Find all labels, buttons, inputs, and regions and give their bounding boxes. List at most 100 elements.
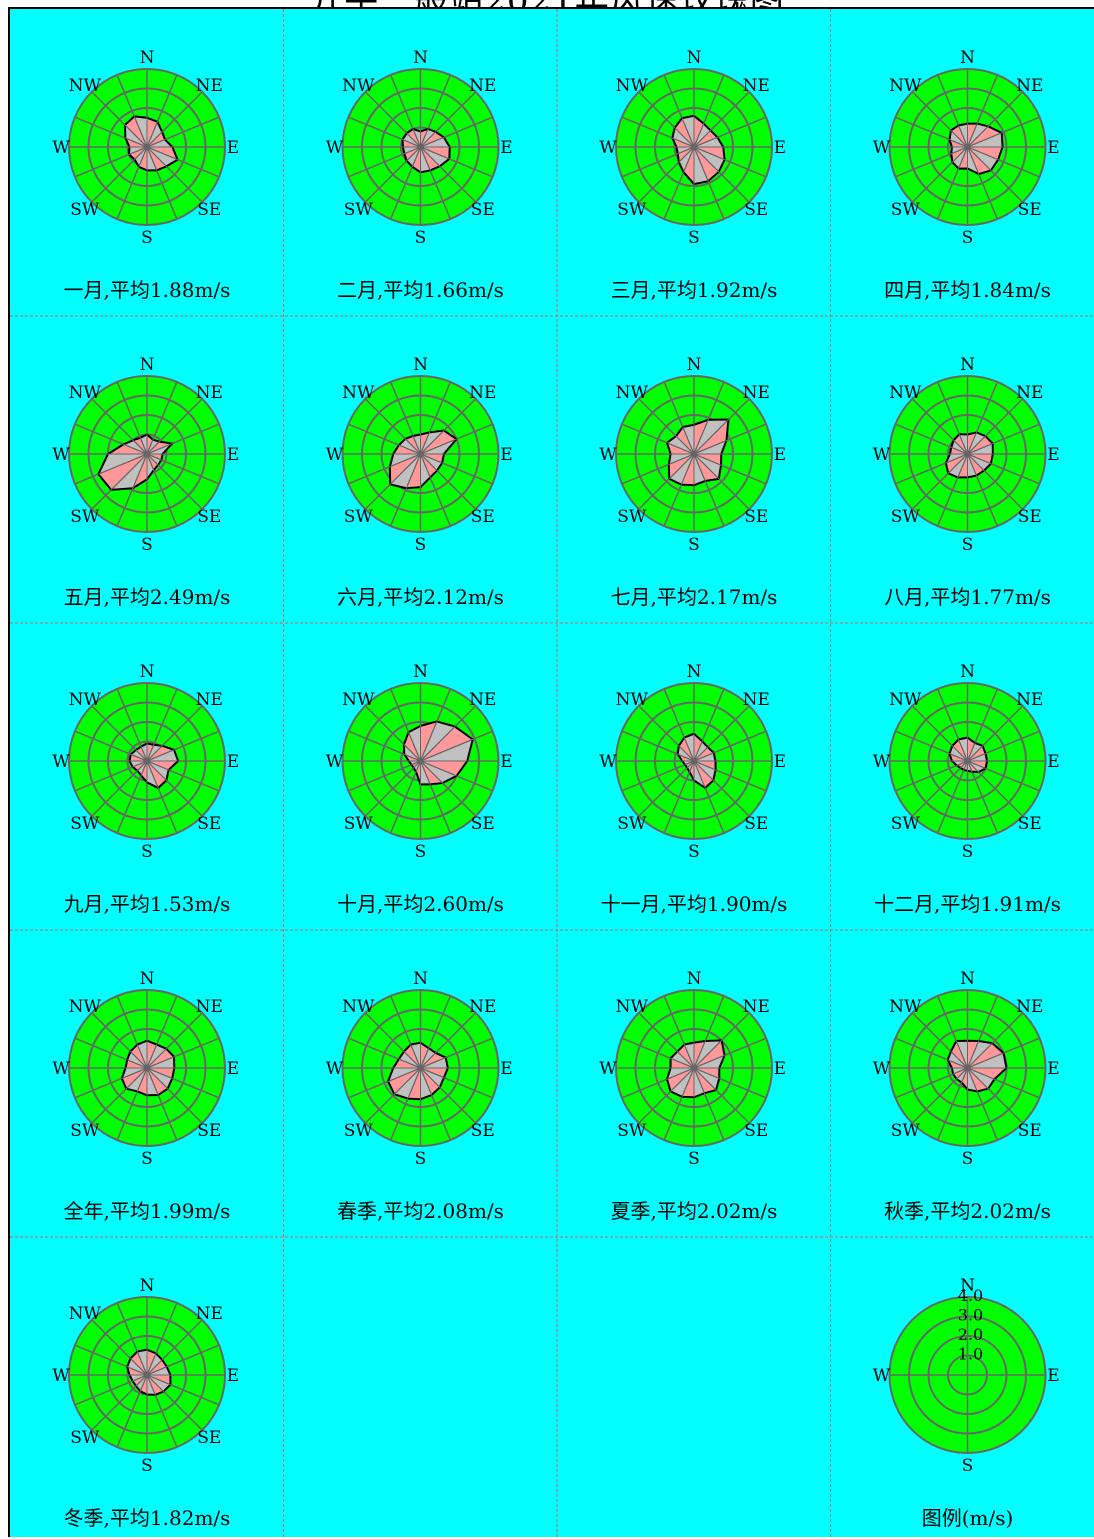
panel-caption: 夏季,平均2.02m/s (611, 1199, 778, 1223)
direction-label-ne: NE (469, 690, 496, 710)
direction-label-n: N (140, 969, 155, 989)
direction-label-s: S (415, 1149, 427, 1169)
direction-label-w: W (52, 445, 70, 465)
wind-rose-grid: NNEESESSWWNW一月,平均1.88m/sNNEESESSWWNW二月,平… (10, 9, 1094, 1539)
direction-label-se: SE (471, 200, 495, 220)
direction-label-s: S (962, 1149, 974, 1169)
direction-label-e: E (774, 752, 786, 772)
direction-label-e: E (1047, 752, 1059, 772)
wind-rose-panel: NNEESESSWWNW二月,平均1.66m/s (326, 48, 513, 302)
direction-label-nw: NW (69, 997, 102, 1017)
wind-rose-panel: NNEESESSWWNW夏季,平均2.02m/s (599, 969, 786, 1223)
wind-rose-panel: NNEESESSWWNW春季,平均2.08m/s (326, 969, 513, 1223)
direction-label-w: W (873, 1059, 891, 1079)
direction-label-nw: NW (616, 997, 649, 1017)
direction-label-n: N (413, 969, 428, 989)
direction-label-w: W (52, 138, 70, 158)
wind-rose-panel: N NE E SE S SW W NW 秋季,平均2.02m/s (873, 969, 1060, 1223)
direction-label-e: E (1047, 138, 1059, 158)
direction-label-ne: NE (196, 690, 223, 710)
direction-label-e: E (227, 445, 239, 465)
direction-label-e: E (1047, 1366, 1059, 1386)
direction-label-n: N (687, 355, 702, 375)
direction-label-n: N (687, 662, 702, 682)
direction-label-s: S (962, 842, 974, 862)
direction-label-w: W (52, 752, 70, 772)
direction-label-s: S (141, 1149, 153, 1169)
panel-caption: 七月,平均2.17m/s (611, 585, 778, 609)
direction-label-sw: SW (344, 1121, 374, 1141)
direction-label-w: W (326, 445, 344, 465)
direction-label-se: SE (471, 507, 495, 527)
direction-label-nw: NW (342, 997, 375, 1017)
direction-label-ne: NE (196, 76, 223, 96)
direction-label-e: E (227, 1366, 239, 1386)
panel-caption: 秋季,平均2.02m/s (884, 1199, 1051, 1223)
wind-rose-panel: NNEESESSWWNW三月,平均1.92m/s (599, 48, 786, 302)
wind-rose-board: N NE E SE S SW W NW 一月,平均1.88m/s N NE E SE S SW W NW 二月,平… (8, 7, 1094, 1537)
legend-ring-label: 2.0 (958, 1325, 983, 1344)
direction-label-n: N (960, 1276, 975, 1296)
direction-label-s: S (415, 535, 427, 555)
direction-label-se: SE (1018, 507, 1042, 527)
direction-label-s: S (688, 842, 700, 862)
direction-label-n: N (140, 662, 155, 682)
direction-label-w: W (326, 1059, 344, 1079)
direction-label-sw: SW (344, 814, 374, 834)
direction-label-se: SE (197, 200, 221, 220)
direction-label-sw: SW (70, 1121, 100, 1141)
direction-label-nw: NW (616, 383, 649, 403)
direction-label-sw: SW (70, 507, 100, 527)
wind-rose-panel: NNEESESSWWNW十二月,平均1.91m/s (873, 662, 1061, 916)
panel-caption: 二月,平均1.66m/s (337, 278, 504, 302)
direction-label-nw: NW (889, 76, 922, 96)
direction-label-ne: NE (196, 383, 223, 403)
panel-caption: 一月,平均1.88m/s (64, 278, 231, 302)
direction-label-e: E (227, 752, 239, 772)
direction-label-n: N (687, 969, 702, 989)
wind-rose-panel: N NE E SE S SW W NW 全年,平均1.99m/s (52, 969, 239, 1223)
direction-label-e: E (227, 1059, 239, 1079)
direction-label-se: SE (471, 814, 495, 834)
direction-label-se: SE (197, 814, 221, 834)
legend-ring-label: 1.0 (958, 1345, 983, 1364)
wind-rose-panel: NNEESESSWWNW十月,平均2.60m/s (326, 662, 513, 916)
panel-caption: 十一月,平均1.90m/s (601, 892, 788, 916)
direction-label-nw: NW (69, 383, 102, 403)
wind-rose-panel: NNEESESSWWNW八月,平均1.77m/s (873, 355, 1060, 609)
direction-label-s: S (962, 1456, 974, 1476)
wind-rose-panel: NNEESESSWWNW五月,平均2.49m/s (52, 355, 239, 609)
direction-label-n: N (960, 969, 975, 989)
direction-label-e: E (500, 1059, 512, 1079)
direction-label-nw: NW (69, 1304, 102, 1324)
panel-caption: 十二月,平均1.91m/s (874, 892, 1061, 916)
panel-caption: 十月,平均2.60m/s (337, 892, 504, 916)
direction-label-se: SE (1018, 1121, 1042, 1141)
direction-label-ne: NE (196, 1304, 223, 1324)
direction-label-s: S (688, 228, 700, 248)
direction-label-sw: SW (617, 507, 647, 527)
direction-label-e: E (500, 445, 512, 465)
direction-label-sw: SW (891, 507, 921, 527)
direction-label-ne: NE (1016, 383, 1043, 403)
direction-label-sw: SW (70, 814, 100, 834)
direction-label-nw: NW (616, 690, 649, 710)
direction-label-se: SE (197, 1121, 221, 1141)
direction-label-ne: NE (469, 76, 496, 96)
panel-caption: 五月,平均2.49m/s (64, 585, 231, 609)
direction-label-e: E (500, 138, 512, 158)
direction-label-nw: NW (342, 690, 375, 710)
direction-label-nw: NW (889, 997, 922, 1017)
direction-label-ne: NE (1016, 76, 1043, 96)
direction-label-nw: NW (342, 76, 375, 96)
direction-label-e: E (227, 138, 239, 158)
panel-caption: 四月,平均1.84m/s (884, 278, 1051, 302)
legend-rose: 1.02.03.04.0NESW图例(m/s) (873, 1276, 1060, 1530)
direction-label-se: SE (744, 814, 768, 834)
direction-label-se: SE (197, 507, 221, 527)
direction-label-n: N (413, 355, 428, 375)
direction-label-n: N (960, 48, 975, 68)
direction-label-e: E (774, 138, 786, 158)
direction-label-se: SE (744, 1121, 768, 1141)
direction-label-w: W (326, 138, 344, 158)
